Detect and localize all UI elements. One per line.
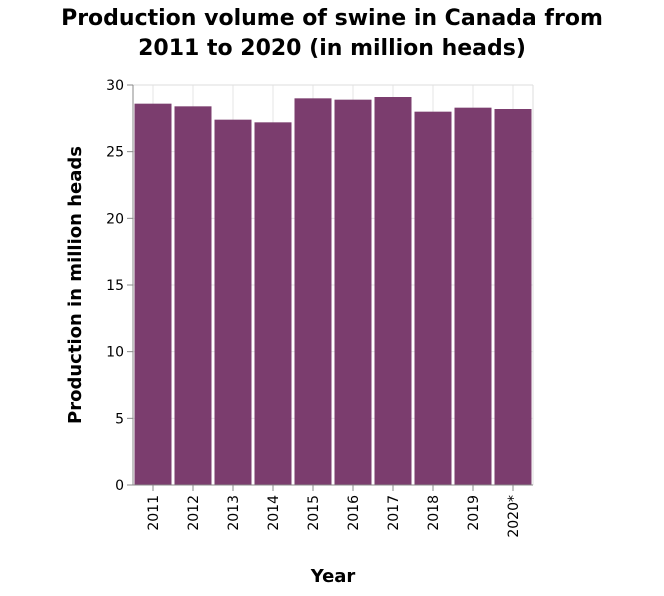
y-tick-label: 20 [106, 211, 124, 227]
x-tick-label: 2013 [226, 495, 242, 531]
bar-2014 [254, 122, 292, 485]
x-tick-label: 2019 [466, 495, 482, 531]
bars [134, 97, 532, 486]
x-tick-label: 2018 [426, 495, 442, 531]
y-tick-label: 0 [115, 478, 124, 494]
y-tick-label: 15 [106, 278, 124, 294]
bar-2020 [494, 109, 532, 485]
bar-2019 [454, 107, 492, 486]
x-tick-label: 2012 [186, 495, 202, 531]
chart-title-line-2: 2011 to 2020 (in million heads) [138, 36, 526, 61]
x-axis-title: Year [310, 566, 356, 587]
bar-2013 [214, 119, 252, 486]
x-tick-label: 2014 [266, 495, 282, 531]
x-tick-labels: 2011 2012 2013 2014 2015 2016 2017 2018 2019 2020… [146, 495, 522, 538]
x-tick-label: 2015 [306, 495, 322, 531]
y-tick-label: 5 [115, 411, 124, 427]
axes [127, 84, 533, 491]
bar-2017 [374, 97, 412, 485]
x-tick-label: 2016 [346, 495, 362, 531]
bar-2018 [414, 111, 452, 486]
chart-title-line-1: Production volume of swine in Canada fro… [61, 6, 603, 31]
x-tick-label: 2011 [146, 495, 162, 531]
y-axis-title: Production in million heads [65, 146, 86, 424]
x-tick-label: 2017 [386, 495, 402, 531]
chart-title: Production volume of swine in Canada fro… [0, 4, 664, 64]
y-tick-label: 25 [106, 145, 124, 161]
bar-2012 [174, 106, 212, 485]
y-tick-labels: 0 5 10 15 20 25 30 [106, 78, 124, 494]
x-tick-label: 2020* [506, 495, 522, 538]
bar-2015 [294, 98, 332, 485]
y-tick-label: 10 [106, 345, 124, 361]
y-tick-label: 30 [106, 78, 124, 94]
bar-2016 [334, 99, 372, 486]
bar-2011 [134, 103, 172, 486]
